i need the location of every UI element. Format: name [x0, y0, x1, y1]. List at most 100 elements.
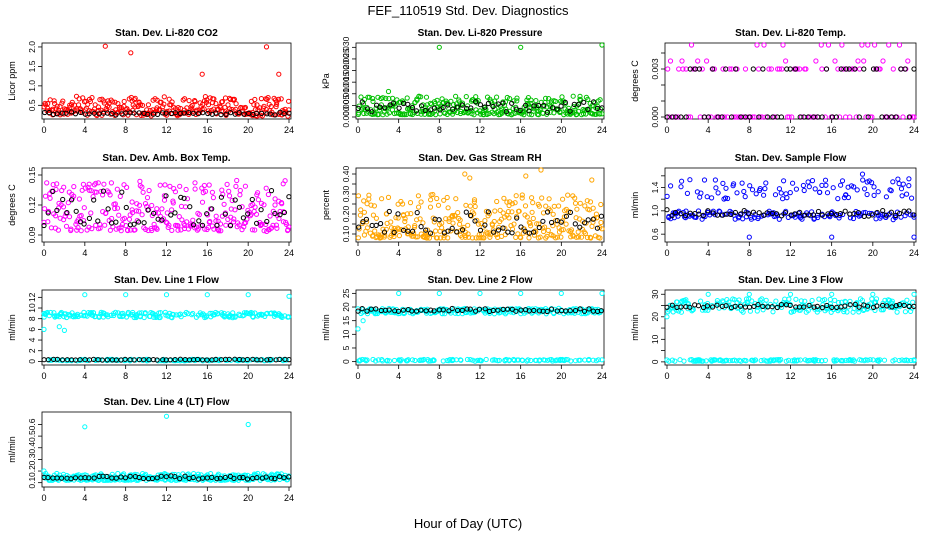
x-tick-label: 0: [41, 493, 46, 503]
data-point: [852, 66, 858, 72]
data-point: [259, 113, 265, 119]
data-point: [906, 114, 913, 120]
data-point: [590, 205, 596, 211]
data-point: [177, 356, 183, 362]
data-point: [802, 298, 808, 304]
data-point: [131, 357, 137, 363]
data-point: [750, 66, 756, 72]
data-point: [899, 193, 905, 199]
data-point: [268, 103, 274, 110]
x-tick-label: 4: [396, 371, 401, 381]
data-point: [742, 304, 749, 310]
data-point: [760, 66, 766, 72]
x-tick-label: 12: [161, 493, 171, 503]
data-point: [487, 232, 494, 238]
data-point: [827, 296, 833, 303]
data-point: [502, 232, 508, 238]
data-point: [449, 225, 455, 231]
chart-title: Stan. Dev. Amb. Box Temp.: [102, 153, 230, 164]
data-point: [861, 58, 867, 64]
data-point: [86, 224, 92, 230]
data-point: [737, 303, 744, 309]
data-point: [395, 211, 401, 217]
data-point: [805, 179, 811, 185]
data-point: [576, 234, 582, 240]
data-point: [485, 100, 491, 107]
data-point: [252, 227, 258, 233]
data-point: [888, 188, 894, 194]
data-point: [413, 234, 419, 240]
data-point: [477, 102, 483, 108]
data-point: [482, 218, 488, 224]
data-point: [518, 224, 524, 230]
x-tick-label: 4: [82, 248, 87, 258]
data-point: [73, 93, 80, 99]
data-point: [409, 104, 416, 111]
data-point: [113, 219, 119, 225]
x-tick-label: 4: [82, 493, 87, 503]
data-point: [797, 357, 804, 363]
data-point: [560, 227, 566, 233]
data-point: [363, 216, 369, 222]
data-point: [738, 358, 744, 364]
chart-panel-5: Stan. Dev. Gas Stream RH 0 4 8 12 16 20 24 0.10 0…: [321, 153, 607, 258]
data-point: [359, 99, 365, 105]
x-tick-label: 12: [161, 371, 171, 381]
data-point: [250, 314, 256, 320]
data-point: [862, 186, 868, 192]
data-point: [673, 114, 679, 120]
data-point: [572, 308, 579, 314]
data-point: [545, 227, 551, 233]
data-point: [845, 194, 852, 201]
series-1: [664, 171, 917, 240]
data-point: [732, 303, 738, 309]
page-title: FEF_110519 Std. Dev. Diagnostics: [367, 3, 569, 18]
x-tick-label: 16: [202, 125, 212, 135]
data-point: [722, 211, 728, 217]
x-tick-label: 24: [597, 125, 607, 135]
data-point: [237, 475, 243, 481]
data-point: [60, 196, 66, 203]
data-point: [202, 188, 209, 194]
data-point: [747, 114, 753, 120]
data-point: [377, 104, 383, 110]
data-point: [900, 181, 906, 187]
data-point: [199, 199, 206, 205]
data-point: [121, 98, 127, 105]
data-point: [151, 221, 157, 227]
data-point: [423, 227, 429, 233]
data-point: [363, 358, 369, 364]
x-tick-label: 12: [785, 371, 795, 381]
x-tick-label: 24: [284, 125, 294, 135]
data-point: [232, 197, 238, 203]
data-point: [401, 111, 407, 117]
data-point: [559, 218, 565, 224]
data-point: [375, 94, 381, 100]
data-point: [218, 112, 224, 118]
data-point: [395, 308, 402, 314]
data-point: [809, 178, 816, 184]
data-point: [218, 228, 224, 234]
data-point: [822, 177, 829, 183]
y-tick-label: 0: [650, 359, 660, 364]
data-point: [139, 310, 145, 316]
data-point: [187, 204, 193, 210]
data-point: [514, 98, 520, 104]
data-point: [510, 105, 516, 112]
data-point: [436, 290, 442, 296]
data-point: [484, 229, 490, 235]
data-point: [852, 301, 858, 307]
data-point: [695, 208, 702, 214]
data-point: [896, 42, 903, 48]
data-point: [830, 185, 836, 191]
data-point: [66, 214, 73, 220]
data-point: [595, 357, 602, 363]
y-tick-label: 0.010: [341, 83, 351, 105]
data-point: [129, 199, 135, 205]
data-point: [467, 306, 473, 312]
data-point: [473, 235, 479, 241]
data-point: [669, 213, 675, 219]
data-point: [222, 474, 228, 481]
data-point: [418, 224, 424, 230]
